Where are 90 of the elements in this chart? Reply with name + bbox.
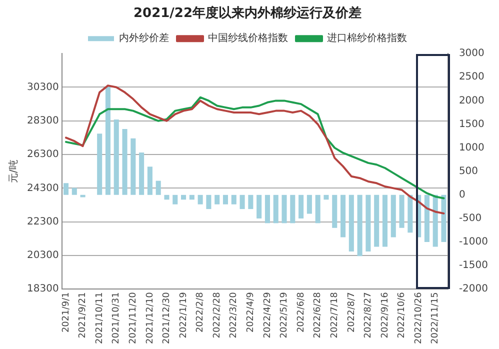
- y2-tick-label: 1500: [458, 118, 484, 130]
- bar: [198, 194, 203, 204]
- y-tick-label: 18300: [27, 284, 59, 295]
- bar: [273, 194, 278, 224]
- bar: [408, 194, 413, 233]
- x-tick-label: 2022/4/29: [262, 292, 273, 338]
- legend-label: 中国纱线价格指数: [208, 32, 288, 44]
- bar: [340, 194, 346, 238]
- x-tick-label: 2021/9/1: [61, 292, 72, 333]
- x-tick-label: 2021/10/11: [94, 292, 105, 344]
- bar: [432, 194, 438, 247]
- bar: [240, 194, 245, 210]
- x-tick-label: 2021/10/31: [112, 292, 122, 344]
- bar: [80, 194, 86, 198]
- bar: [382, 194, 388, 247]
- bar: [248, 194, 254, 210]
- bar: [130, 138, 136, 195]
- bar: [114, 120, 119, 195]
- y2-tick-label: 2500: [458, 72, 484, 83]
- bar: [122, 128, 128, 195]
- bar: [72, 188, 77, 195]
- x-tick-label: 2021/12/10: [145, 292, 156, 344]
- y-tick-label: 24300: [27, 182, 59, 194]
- bar: [105, 86, 110, 195]
- y2-tick-label: -500: [458, 213, 482, 224]
- bar: [264, 194, 270, 224]
- y2-tick-label: -2000: [458, 284, 488, 295]
- bar: [424, 194, 430, 242]
- bar: [298, 194, 304, 218]
- x-tick-label: 2021/12/30: [162, 292, 172, 344]
- bar: [290, 194, 296, 224]
- x-tick-label: 2022/6/28: [313, 292, 324, 338]
- y-tick-label: 20300: [27, 250, 59, 262]
- y2-tick-label: 0: [458, 190, 466, 201]
- bar: [63, 183, 69, 195]
- bar: [315, 194, 320, 224]
- x-tick-label: 2022/3/20: [229, 292, 240, 338]
- bar: [357, 194, 362, 256]
- bar: [256, 194, 262, 218]
- x-tick-label: 2022/9/16: [380, 292, 390, 338]
- y-axis-title: 元/吨: [8, 160, 20, 184]
- bar: [181, 194, 186, 200]
- y2-tick-label: 3000: [458, 48, 484, 60]
- bar: [441, 194, 446, 242]
- y2-tick-label: -1500: [458, 260, 488, 272]
- legend-label: 内外纱价差: [119, 32, 169, 44]
- bar: [147, 166, 152, 195]
- x-tick-label: 2022/2/28: [212, 292, 222, 338]
- bar: [399, 194, 404, 228]
- bar: [306, 194, 312, 214]
- bar: [139, 152, 144, 195]
- x-tick-label: 2021/9/21: [78, 292, 88, 338]
- x-tick-label: 2021/11/20: [128, 292, 139, 344]
- bar: [324, 194, 329, 200]
- bar: [214, 194, 220, 204]
- y-tick-label: 22300: [27, 216, 59, 228]
- y2-tick-label: 2000: [458, 95, 484, 106]
- bar: [206, 194, 212, 210]
- x-tick-label: 2022/5/19: [280, 292, 290, 338]
- x-tick-label: 2022/8/27: [364, 292, 374, 338]
- bar: [374, 194, 380, 247]
- y-tick-label: 26300: [27, 149, 59, 160]
- x-tick-label: 2022/8/7: [346, 292, 357, 333]
- y-tick-label: 28300: [27, 115, 59, 126]
- bar: [282, 194, 287, 224]
- y2-tick-label: 1000: [458, 142, 484, 154]
- bar: [366, 194, 371, 252]
- bar: [390, 194, 396, 238]
- bar: [156, 180, 161, 195]
- bar: [164, 194, 170, 200]
- x-tick-label: 2022/10/26: [414, 292, 424, 344]
- x-tick-label: 2022/1/19: [178, 292, 189, 338]
- bar: [231, 194, 236, 204]
- bar: [172, 194, 178, 204]
- x-tick-label: 2022/6/8: [296, 292, 306, 333]
- y-tick-label: 30300: [27, 82, 59, 93]
- bar: [332, 194, 338, 228]
- bar: [222, 194, 228, 204]
- bar: [348, 194, 354, 252]
- legend-label: 进口棉纱价格指数: [327, 32, 407, 44]
- x-tick-label: 2022/2/8: [196, 292, 206, 333]
- x-tick-label: 2022/11/15: [430, 292, 441, 344]
- chart-title: 2021/22年度以来内外棉纱运行及价差: [133, 5, 362, 22]
- x-tick-label: 2022/7/18: [330, 292, 340, 338]
- x-tick-label: 2022/4/9: [246, 292, 256, 333]
- bar: [97, 134, 102, 195]
- y2-tick-label: 500: [458, 166, 478, 177]
- bar: [189, 194, 194, 200]
- y2-tick-label: -1000: [458, 236, 488, 248]
- x-tick-label: 2022/10/6: [397, 292, 408, 338]
